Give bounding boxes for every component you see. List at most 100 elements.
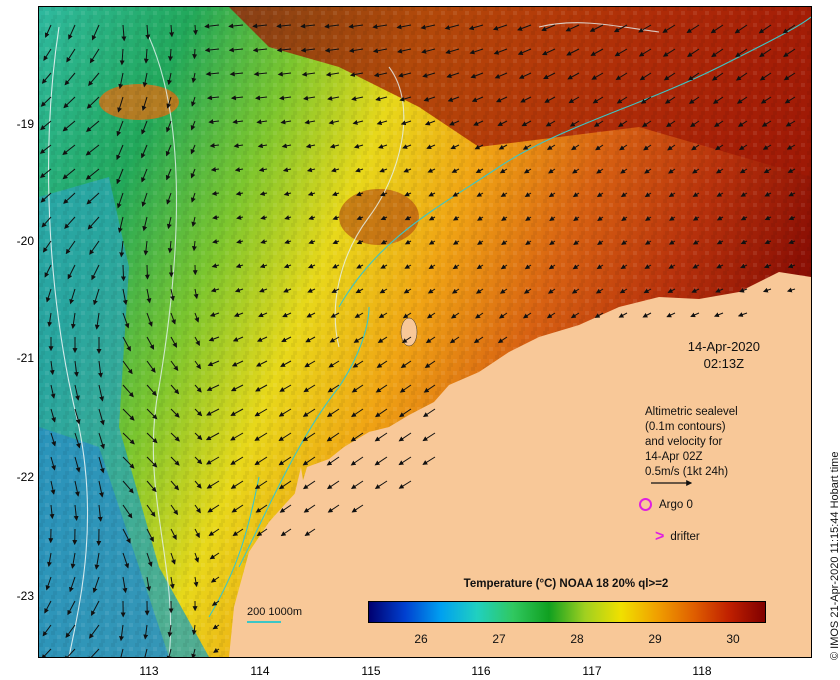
velocity-arrow — [170, 312, 176, 325]
velocity-arrow — [735, 48, 748, 58]
velocity-arrow — [87, 648, 100, 657]
velocity-arrow — [170, 384, 180, 395]
velocity-arrow — [473, 120, 484, 126]
velocity-arrow — [692, 215, 700, 221]
velocity-arrow — [190, 168, 196, 179]
sst-map[interactable] — [38, 6, 812, 658]
velocity-arrow — [620, 264, 628, 270]
sst-map-canvas — [39, 7, 811, 657]
velocity-arrow — [253, 71, 268, 77]
y-tick-label: -23 — [16, 589, 34, 603]
velocity-arrow — [427, 168, 436, 173]
velocity-arrow — [476, 264, 484, 270]
velocity-arrow — [614, 48, 628, 57]
velocity-arrow — [205, 432, 220, 441]
velocity-arrow — [332, 239, 340, 245]
velocity-arrow — [493, 48, 508, 55]
velocity-arrow — [307, 263, 316, 269]
velocity-arrow — [548, 192, 556, 198]
velocity-arrow — [330, 312, 340, 318]
velocity-arrow — [86, 120, 100, 132]
velocity-arrow — [62, 144, 76, 156]
velocity-arrow — [380, 191, 388, 197]
velocity-arrow — [144, 648, 148, 657]
velocity-arrow — [644, 168, 652, 174]
velocity-arrow — [546, 144, 556, 150]
velocity-arrow — [664, 96, 676, 104]
velocity-arrow — [232, 119, 244, 125]
velocity-arrow — [86, 96, 100, 109]
velocity-arrow — [228, 47, 244, 53]
velocity-arrow — [444, 24, 460, 30]
velocity-arrow — [254, 480, 268, 490]
velocity-arrow — [786, 144, 796, 150]
velocity-arrow — [788, 239, 796, 245]
velocity-arrow — [422, 72, 436, 78]
velocity-arrow — [497, 120, 508, 126]
velocity-arrow — [620, 168, 628, 174]
velocity-arrow — [146, 552, 153, 567]
velocity-arrow — [191, 96, 196, 107]
velocity-arrow — [41, 216, 52, 228]
legend-line: 14-Apr 02Z — [645, 451, 703, 463]
velocity-arrow — [638, 24, 652, 33]
velocity-arrow — [662, 48, 676, 57]
velocity-arrow — [302, 456, 316, 466]
velocity-arrow — [210, 166, 220, 172]
velocity-arrow — [170, 456, 180, 466]
velocity-arrow — [543, 72, 556, 80]
velocity-arrow — [378, 312, 388, 319]
velocity-arrow — [734, 24, 748, 34]
velocity-arrow — [73, 504, 79, 521]
velocity-arrow — [278, 432, 292, 442]
velocity-arrow — [760, 96, 772, 104]
velocity-arrow — [350, 432, 364, 442]
velocity-arrow — [400, 120, 412, 126]
velocity-arrow — [194, 432, 203, 441]
velocity-arrow — [428, 264, 436, 270]
velocity-arrow — [278, 480, 292, 490]
velocity-arrow — [525, 216, 532, 221]
velocity-arrow — [355, 288, 364, 294]
velocity-arrow — [44, 24, 52, 38]
velocity-arrow — [763, 168, 772, 174]
velocity-arrow — [668, 168, 676, 174]
velocity-arrow — [477, 215, 484, 221]
velocity-arrow — [98, 384, 105, 402]
observation-date: 14-Apr-2020 02:13Z — [688, 338, 760, 372]
velocity-arrow — [375, 384, 388, 393]
velocity-arrow — [520, 96, 532, 103]
velocity-arrow — [276, 47, 292, 53]
velocity-arrow — [228, 23, 244, 29]
velocity-arrow — [374, 432, 388, 442]
velocity-arrow — [473, 336, 484, 344]
velocity-arrow — [471, 96, 484, 103]
velocity-arrow — [212, 624, 220, 630]
velocity-arrow — [788, 191, 796, 197]
velocity-arrow — [304, 119, 316, 125]
velocity-arrow — [350, 480, 364, 490]
velocity-arrow — [165, 168, 172, 181]
velocity-arrow — [116, 168, 124, 185]
velocity-arrow — [50, 384, 56, 399]
argo-circle-icon — [639, 498, 652, 511]
velocity-arrow — [426, 144, 436, 150]
velocity-arrow — [89, 48, 100, 64]
velocity-arrow — [355, 167, 364, 173]
velocity-arrow — [194, 528, 200, 539]
velocity-arrow — [260, 215, 268, 220]
velocity-arrow — [233, 143, 244, 149]
velocity-arrow — [327, 384, 340, 393]
velocity-arrow — [304, 528, 316, 536]
velocity-arrow — [616, 96, 628, 104]
velocity-arrow — [498, 144, 508, 150]
velocity-arrow — [74, 432, 81, 449]
velocity-arrow — [326, 408, 340, 417]
velocity-arrow — [638, 48, 652, 57]
velocity-arrow — [422, 432, 436, 442]
velocity-arrow — [573, 240, 580, 245]
velocity-arrow — [422, 408, 436, 418]
velocity-arrow — [89, 240, 100, 255]
velocity-arrow — [146, 480, 157, 493]
velocity-arrow — [204, 23, 220, 29]
